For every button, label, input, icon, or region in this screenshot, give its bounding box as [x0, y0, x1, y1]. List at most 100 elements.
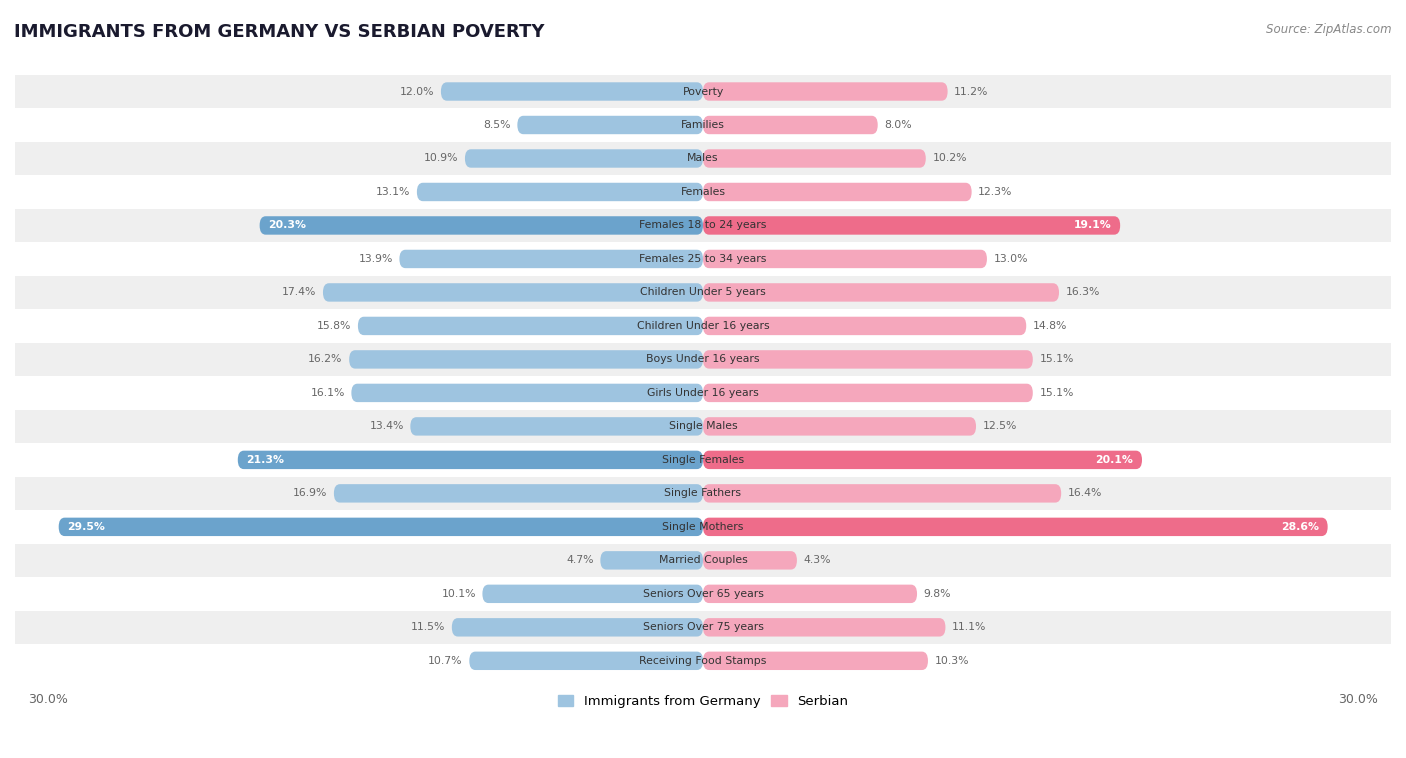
Text: 8.5%: 8.5% — [484, 120, 510, 130]
Text: Single Mothers: Single Mothers — [662, 522, 744, 532]
FancyBboxPatch shape — [451, 618, 703, 637]
FancyBboxPatch shape — [703, 551, 797, 569]
FancyBboxPatch shape — [441, 83, 703, 101]
FancyBboxPatch shape — [703, 384, 1033, 402]
FancyBboxPatch shape — [703, 484, 1062, 503]
FancyBboxPatch shape — [703, 249, 987, 268]
Text: 19.1%: 19.1% — [1074, 221, 1111, 230]
Text: 17.4%: 17.4% — [283, 287, 316, 297]
FancyBboxPatch shape — [238, 451, 703, 469]
Text: 16.1%: 16.1% — [311, 388, 344, 398]
FancyBboxPatch shape — [703, 317, 1026, 335]
Text: 29.5%: 29.5% — [67, 522, 105, 532]
Text: 11.2%: 11.2% — [955, 86, 988, 96]
FancyBboxPatch shape — [470, 652, 703, 670]
FancyBboxPatch shape — [15, 208, 1391, 243]
FancyBboxPatch shape — [15, 477, 1391, 510]
FancyBboxPatch shape — [703, 283, 1059, 302]
Text: IMMIGRANTS FROM GERMANY VS SERBIAN POVERTY: IMMIGRANTS FROM GERMANY VS SERBIAN POVER… — [14, 23, 544, 41]
Text: 13.9%: 13.9% — [359, 254, 392, 264]
FancyBboxPatch shape — [15, 108, 1391, 142]
Text: Seniors Over 75 years: Seniors Over 75 years — [643, 622, 763, 632]
FancyBboxPatch shape — [15, 577, 1391, 611]
Text: 21.3%: 21.3% — [246, 455, 284, 465]
Legend: Immigrants from Germany, Serbian: Immigrants from Germany, Serbian — [551, 688, 855, 715]
Text: 10.7%: 10.7% — [429, 656, 463, 666]
FancyBboxPatch shape — [465, 149, 703, 168]
Text: 15.8%: 15.8% — [316, 321, 352, 331]
Text: 13.1%: 13.1% — [375, 187, 411, 197]
Text: Boys Under 16 years: Boys Under 16 years — [647, 355, 759, 365]
FancyBboxPatch shape — [333, 484, 703, 503]
FancyBboxPatch shape — [418, 183, 703, 201]
FancyBboxPatch shape — [15, 376, 1391, 409]
Text: Single Females: Single Females — [662, 455, 744, 465]
Text: Females 25 to 34 years: Females 25 to 34 years — [640, 254, 766, 264]
FancyBboxPatch shape — [323, 283, 703, 302]
FancyBboxPatch shape — [359, 317, 703, 335]
FancyBboxPatch shape — [15, 611, 1391, 644]
Text: Source: ZipAtlas.com: Source: ZipAtlas.com — [1267, 23, 1392, 36]
Text: 10.3%: 10.3% — [935, 656, 969, 666]
Text: Seniors Over 65 years: Seniors Over 65 years — [643, 589, 763, 599]
FancyBboxPatch shape — [411, 417, 703, 436]
Text: 16.2%: 16.2% — [308, 355, 343, 365]
FancyBboxPatch shape — [349, 350, 703, 368]
FancyBboxPatch shape — [59, 518, 703, 536]
Text: 4.3%: 4.3% — [803, 556, 831, 565]
Text: 4.7%: 4.7% — [567, 556, 593, 565]
Text: 15.1%: 15.1% — [1039, 388, 1074, 398]
Text: Females: Females — [681, 187, 725, 197]
Text: 28.6%: 28.6% — [1281, 522, 1319, 532]
Text: Married Couples: Married Couples — [658, 556, 748, 565]
Text: 13.4%: 13.4% — [370, 421, 404, 431]
FancyBboxPatch shape — [15, 443, 1391, 477]
FancyBboxPatch shape — [15, 276, 1391, 309]
FancyBboxPatch shape — [399, 249, 703, 268]
FancyBboxPatch shape — [15, 343, 1391, 376]
FancyBboxPatch shape — [15, 510, 1391, 543]
Text: Children Under 16 years: Children Under 16 years — [637, 321, 769, 331]
Text: 11.1%: 11.1% — [952, 622, 987, 632]
Text: Girls Under 16 years: Girls Under 16 years — [647, 388, 759, 398]
FancyBboxPatch shape — [15, 644, 1391, 678]
FancyBboxPatch shape — [15, 142, 1391, 175]
Text: 12.3%: 12.3% — [979, 187, 1012, 197]
Text: Poverty: Poverty — [682, 86, 724, 96]
Text: 16.9%: 16.9% — [292, 488, 328, 498]
Text: Children Under 5 years: Children Under 5 years — [640, 287, 766, 297]
Text: 15.1%: 15.1% — [1039, 355, 1074, 365]
FancyBboxPatch shape — [703, 83, 948, 101]
Text: 12.5%: 12.5% — [983, 421, 1017, 431]
FancyBboxPatch shape — [352, 384, 703, 402]
FancyBboxPatch shape — [260, 216, 703, 235]
FancyBboxPatch shape — [703, 618, 945, 637]
Text: 8.0%: 8.0% — [884, 120, 912, 130]
FancyBboxPatch shape — [703, 149, 925, 168]
FancyBboxPatch shape — [703, 216, 1121, 235]
Text: 9.8%: 9.8% — [924, 589, 950, 599]
Text: Receiving Food Stamps: Receiving Food Stamps — [640, 656, 766, 666]
Text: 14.8%: 14.8% — [1033, 321, 1067, 331]
Text: Single Males: Single Males — [669, 421, 737, 431]
Text: 12.0%: 12.0% — [399, 86, 434, 96]
FancyBboxPatch shape — [482, 584, 703, 603]
Text: 13.0%: 13.0% — [994, 254, 1028, 264]
FancyBboxPatch shape — [517, 116, 703, 134]
Text: Males: Males — [688, 153, 718, 164]
FancyBboxPatch shape — [703, 417, 976, 436]
FancyBboxPatch shape — [703, 350, 1033, 368]
FancyBboxPatch shape — [703, 584, 917, 603]
Text: 10.1%: 10.1% — [441, 589, 475, 599]
Text: 10.2%: 10.2% — [932, 153, 967, 164]
FancyBboxPatch shape — [15, 175, 1391, 208]
FancyBboxPatch shape — [703, 652, 928, 670]
Text: Families: Families — [681, 120, 725, 130]
FancyBboxPatch shape — [15, 75, 1391, 108]
Text: 20.3%: 20.3% — [269, 221, 307, 230]
FancyBboxPatch shape — [15, 409, 1391, 443]
Text: 16.4%: 16.4% — [1067, 488, 1102, 498]
FancyBboxPatch shape — [15, 543, 1391, 577]
FancyBboxPatch shape — [15, 309, 1391, 343]
FancyBboxPatch shape — [703, 116, 877, 134]
